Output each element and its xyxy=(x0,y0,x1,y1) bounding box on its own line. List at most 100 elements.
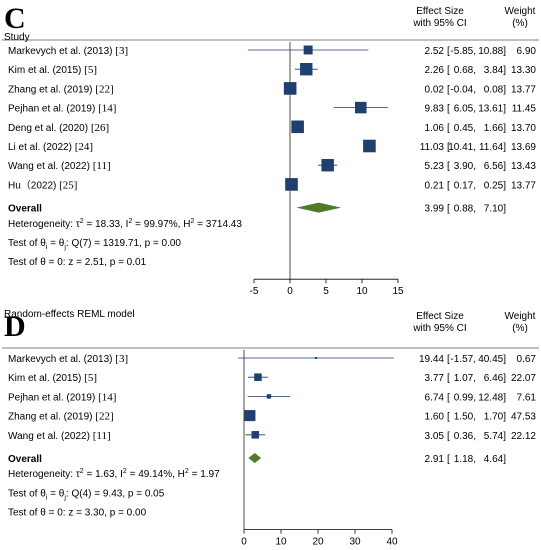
weight-unit-header: (%) xyxy=(512,18,528,29)
study-row: Kim et al. (2015) [5] 2.26[0.68, 3.84] 13.3… xyxy=(8,63,536,76)
study-label: Zhang et al. (2019) xyxy=(8,412,93,423)
ci-lower-value: 6.05, xyxy=(454,104,476,115)
study-ref: [11] xyxy=(93,160,111,172)
ci-upper-value: 1.66] xyxy=(484,123,506,134)
study-row: Hu（2022) [25] 0.21[0.17, 0.25] 13.77 xyxy=(8,178,536,191)
model-note: Random-effects REML model xyxy=(4,309,135,320)
effect-size-header: Effect Size xyxy=(416,311,464,322)
weight-unit-header: (%) xyxy=(512,323,528,334)
weight-header: Weight xyxy=(505,311,536,322)
subscript: j xyxy=(63,244,66,251)
panel-label: C xyxy=(4,2,26,35)
effect-size-value: 11.03 xyxy=(420,142,445,153)
study-name: Zhang et al. (2019) [22] xyxy=(8,83,114,95)
study-ref: [25] xyxy=(59,179,77,191)
ci-bracket: [ xyxy=(447,104,450,115)
ci-lower-value: 1.07, xyxy=(454,373,476,384)
study-label: Zhang et al. (2019) xyxy=(8,84,93,95)
study-row: Zhang et al. (2019) [22] 1.60[1.50, 1.70] 4… xyxy=(8,410,536,423)
ci-bracket: [ xyxy=(447,180,450,191)
het-h: = 99.97%, H xyxy=(132,219,190,230)
study-label: Hu（2022) xyxy=(8,179,56,191)
effect-size-value: 19.44 xyxy=(419,354,444,365)
ci-lower-value: -5.85, xyxy=(450,46,476,57)
ci-upper-value: 1.70] xyxy=(484,412,506,423)
subscript: j xyxy=(63,494,66,501)
study-row: Li et al. (2022) [24] 11.03 [10.41, 11.64] 1… xyxy=(8,139,536,153)
theta-test-mid: = θ xyxy=(47,488,64,499)
overall-effect-test: Test of θ = 0: z = 3.30, p = 0.00 xyxy=(8,508,147,519)
study-name: Deng et al. (2020) [26] xyxy=(8,122,109,134)
weight-value: 13.43 xyxy=(511,161,536,172)
weight-value: 22.12 xyxy=(511,431,536,442)
study-ref: [11] xyxy=(93,430,111,442)
x-tick-label: 5 xyxy=(323,286,329,297)
effect-marker xyxy=(254,373,262,381)
study-label: Deng et al. (2020) xyxy=(8,123,88,134)
study-ref: [26] xyxy=(91,122,109,134)
effect-size-value: 1.60 xyxy=(425,412,445,423)
x-tick-label: 20 xyxy=(312,537,324,548)
weight-value: 13.69 xyxy=(511,142,536,153)
effect-marker xyxy=(291,120,304,134)
ci-bracket: [ xyxy=(447,65,450,76)
theta-test-prefix: Test of θ xyxy=(8,238,46,249)
het-end: = 3714.43 xyxy=(194,219,242,230)
study-ref: [3] xyxy=(115,353,128,365)
study-name: Pejhan et al. (2019) [14] xyxy=(8,103,116,115)
x-tick-label: 15 xyxy=(392,286,404,297)
x-axis: -5 0 5 10 15 xyxy=(250,278,404,297)
study-ref: [22] xyxy=(95,411,113,423)
overall-diamond xyxy=(296,202,342,213)
study-row: Wang et al. (2022) [11] 3.05[0.36, 5.74] 22… xyxy=(8,430,536,442)
study-label: Markevych et al. (2013) xyxy=(8,46,113,57)
ci-bracket: [ xyxy=(447,412,450,423)
overall-diamond xyxy=(248,453,262,463)
ci-upper-value: 6.46] xyxy=(484,373,506,384)
het-end: = 1.97 xyxy=(189,469,220,480)
weight-value: 0.67 xyxy=(517,354,537,365)
study-row: Zhang et al. (2019) [22] 0.02[-0.04, 0.08]… xyxy=(8,82,536,95)
ci-upper-value: 3.84] xyxy=(484,65,506,76)
theta-test-suffix: : Q(4) = 9.43, p = 0.05 xyxy=(66,488,165,499)
study-ref: [14] xyxy=(98,103,116,115)
ci-bracket: [ xyxy=(447,84,450,95)
study-name: Hu（2022) [25] xyxy=(8,179,77,191)
study-ref: [24] xyxy=(75,141,93,153)
study-row: Markevych et al. (2013) [3] 19.44[-1.57, 4… xyxy=(8,353,536,365)
theta-test-mid: = θ xyxy=(47,238,64,249)
overall-label: Overall xyxy=(8,204,42,215)
effect-size-value: 3.05 xyxy=(425,431,445,442)
weight-value: 22.07 xyxy=(511,373,536,384)
ci-lower-value: 0.99, xyxy=(454,392,476,403)
study-ref: [22] xyxy=(95,83,113,95)
homogeneity-test: Test of θi = θj: Q(7) = 1319.71, p = 0.0… xyxy=(8,238,181,251)
study-name: Pejhan et al. (2019) [14] xyxy=(8,391,116,403)
ci-bracket: [ xyxy=(447,373,450,384)
effect-size-value: 6.74 xyxy=(425,392,445,403)
superscript: 2 xyxy=(128,218,132,225)
study-label: Wang et al. (2022) xyxy=(8,161,90,172)
heterogeneity-stats: Heterogeneity: τ2 = 18.33, I2 = 99.97%, … xyxy=(8,218,242,230)
ci-lower-value: 0.45, xyxy=(454,123,476,134)
superscript: 2 xyxy=(80,468,84,475)
x-tick-label: 0 xyxy=(241,537,247,548)
ci-upper-value: 11.64] xyxy=(479,142,506,153)
weight-value: 13.77 xyxy=(511,180,536,191)
x-tick-label: -5 xyxy=(250,286,259,297)
ci-lower-value: 10.41, xyxy=(448,142,476,153)
ci-upper-value: 40.45] xyxy=(478,354,506,365)
x-tick-label: 40 xyxy=(386,537,398,548)
ci-bracket: [ xyxy=(447,123,450,134)
overall-ci-upper: 4.64] xyxy=(484,454,506,465)
study-ref: [5] xyxy=(84,64,97,76)
overall-effect-value: 3.99 xyxy=(425,204,445,215)
overall-row: Overall 2.91[1.18, 4.64] xyxy=(8,453,506,465)
superscript: 2 xyxy=(190,218,194,225)
weight-value: 6.90 xyxy=(517,46,537,57)
ci-upper-value: 13.61] xyxy=(478,104,506,115)
study-label: Pejhan et al. (2019) xyxy=(8,392,95,403)
study-name: Wang et al. (2022) [11] xyxy=(8,160,111,172)
ci-upper-value: 5.74] xyxy=(484,431,506,442)
